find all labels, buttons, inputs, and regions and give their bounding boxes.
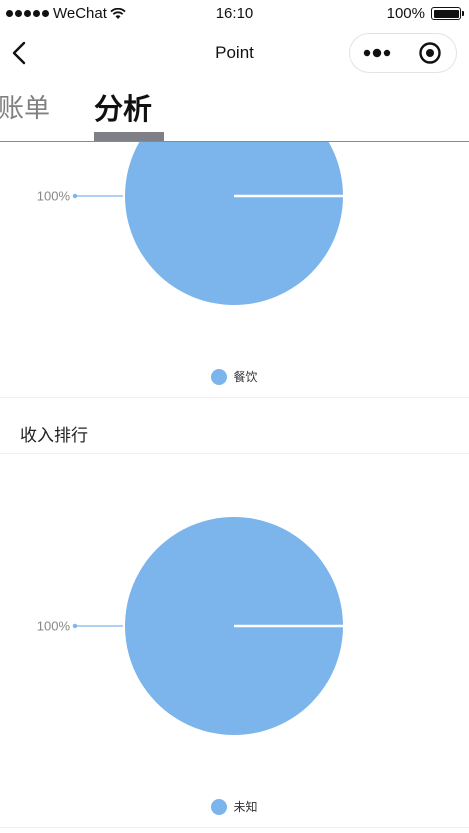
target-circle-icon bbox=[418, 42, 441, 64]
legend-swatch bbox=[211, 368, 228, 385]
more-button[interactable] bbox=[350, 34, 403, 72]
tab-bill[interactable]: 账单 bbox=[0, 93, 51, 123]
chart-legend: 未知 bbox=[0, 798, 469, 815]
expense-pie-chart: 100% bbox=[37, 142, 343, 305]
income-pie-chart: 100% bbox=[37, 517, 343, 735]
battery-percent: 100% bbox=[386, 5, 425, 22]
data-label-dot bbox=[72, 193, 78, 199]
nav-bar: Point bbox=[0, 28, 469, 78]
battery-status: 100% bbox=[386, 5, 464, 22]
legend-label: 餐饮 bbox=[233, 370, 258, 384]
status-bar: WeChat 16:10 100% bbox=[0, 0, 469, 28]
chevron-left-icon bbox=[12, 41, 26, 65]
clock: 16:10 bbox=[215, 5, 254, 22]
battery-icon bbox=[431, 7, 464, 20]
active-tab-indicator bbox=[94, 132, 164, 141]
more-dots-icon bbox=[363, 48, 390, 58]
page-title: Point bbox=[215, 43, 254, 62]
pie-slice bbox=[125, 142, 343, 305]
divider bbox=[0, 827, 469, 828]
legend-swatch bbox=[211, 798, 228, 815]
close-button[interactable] bbox=[403, 34, 456, 72]
back-button[interactable] bbox=[8, 40, 32, 66]
legend-label: 未知 bbox=[233, 800, 258, 814]
section-title-income-ranking: 收入排行 bbox=[20, 426, 88, 445]
mini-program-capsule bbox=[349, 33, 457, 73]
wifi-icon bbox=[110, 7, 126, 19]
tab-bar: 账单 分析 bbox=[0, 80, 469, 142]
carrier-name: WeChat bbox=[53, 5, 107, 22]
data-label: 100% bbox=[37, 619, 71, 634]
divider bbox=[0, 453, 469, 454]
signal-strength-icon bbox=[6, 10, 49, 17]
data-label-dot bbox=[72, 623, 78, 629]
divider bbox=[0, 397, 469, 398]
carrier-info: WeChat bbox=[6, 5, 126, 22]
tab-analysis[interactable]: 分析 bbox=[94, 94, 153, 126]
data-label: 100% bbox=[37, 189, 71, 204]
chart-legend: 餐饮 bbox=[0, 368, 469, 385]
